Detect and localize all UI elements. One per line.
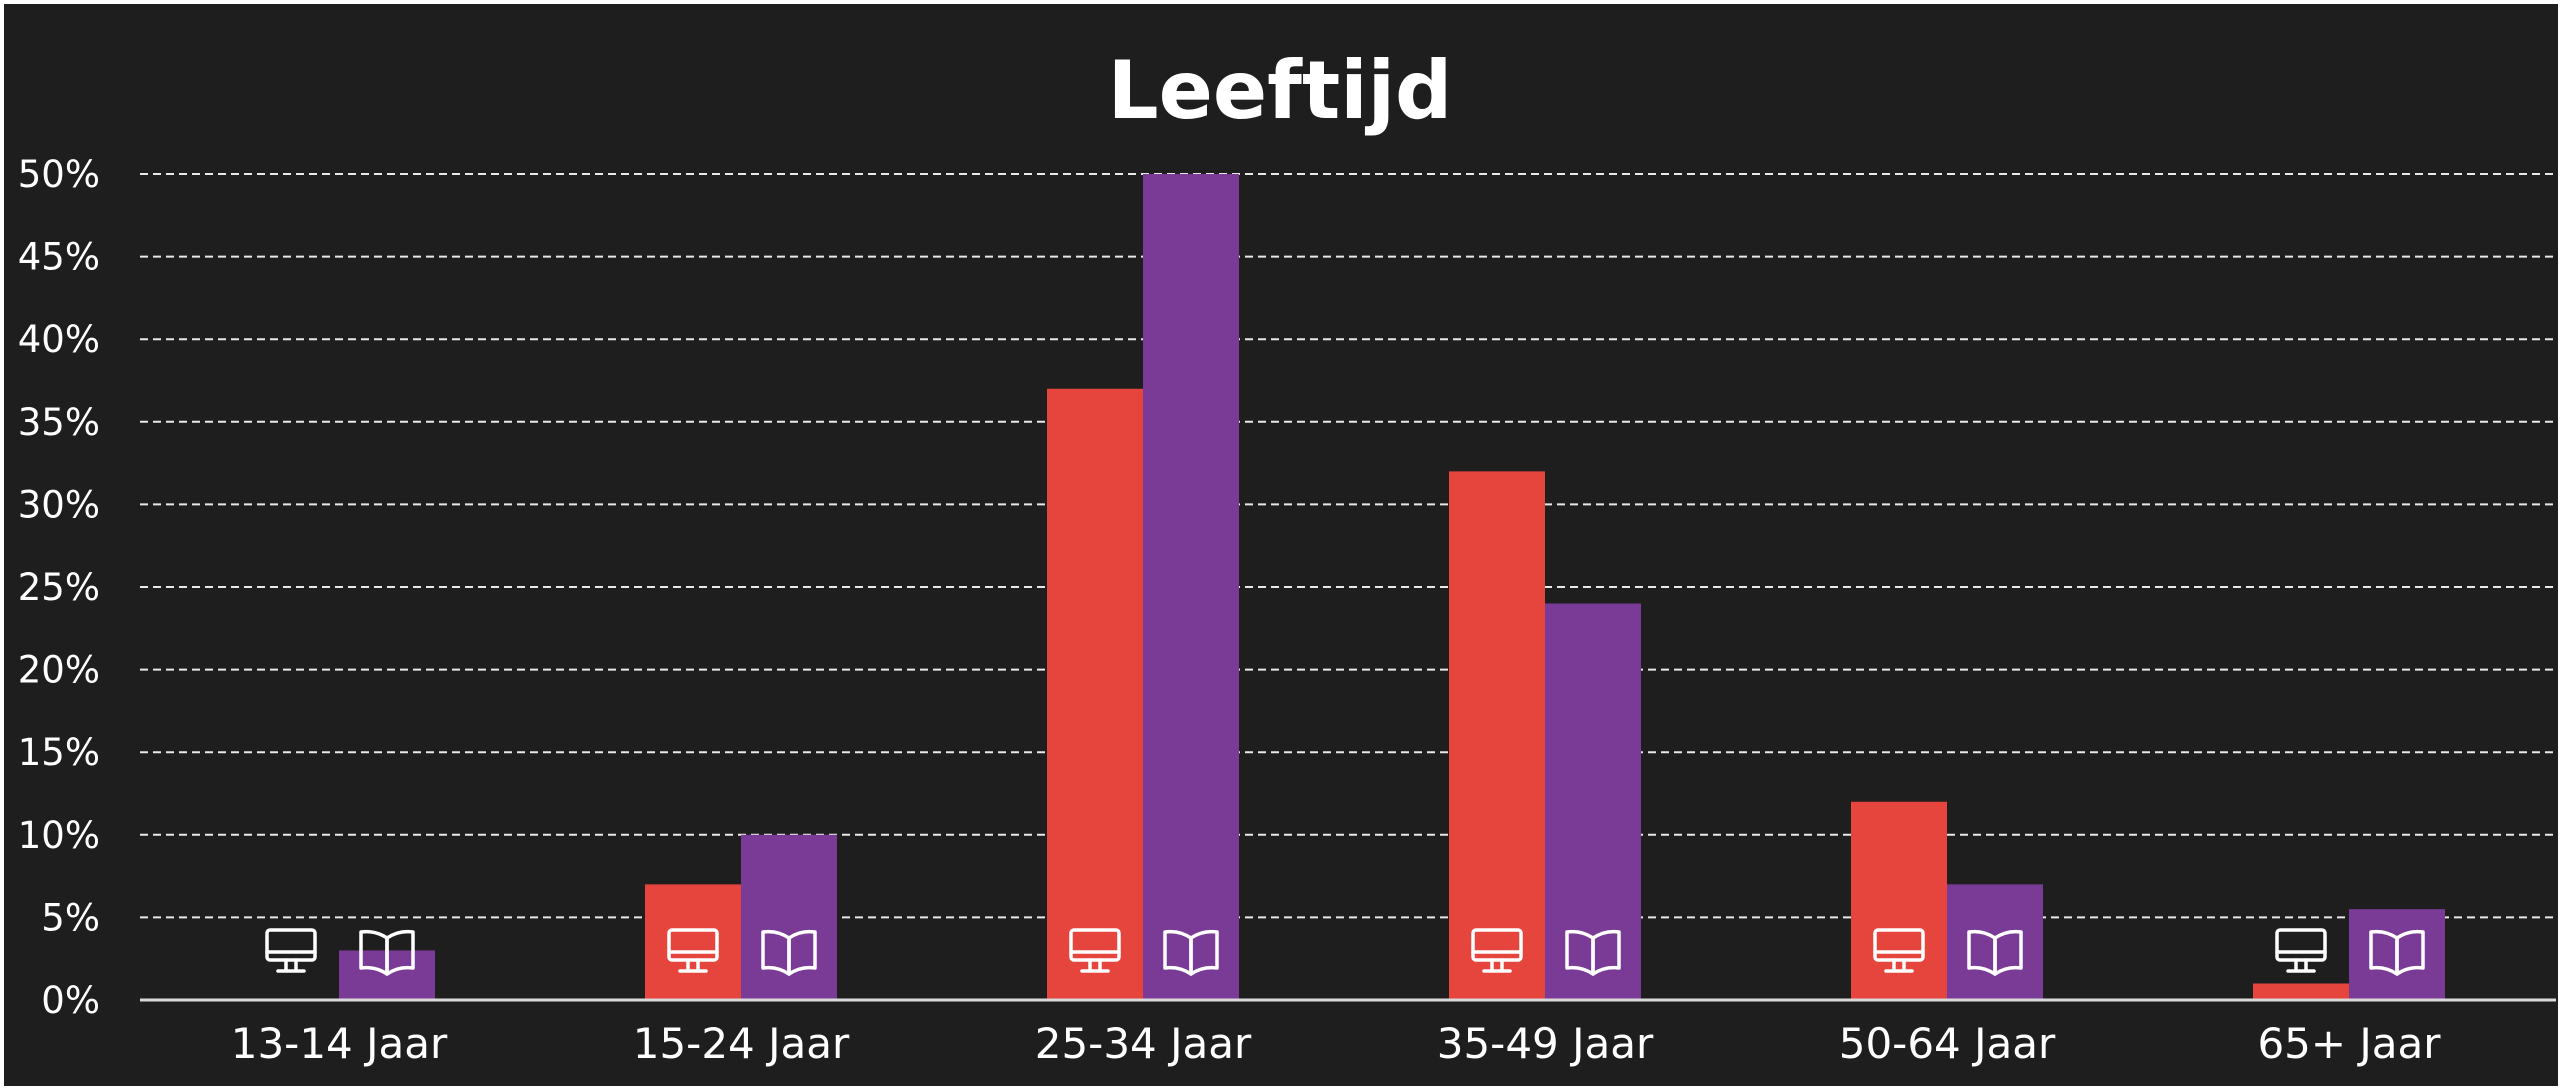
book-left-page	[1967, 929, 1997, 976]
book-right-page	[787, 929, 817, 976]
y-tick-label: 20%	[18, 649, 100, 692]
book-left-page	[359, 929, 389, 976]
bar-series-1	[1449, 471, 1545, 1000]
chart-title: Leeftijd	[1108, 44, 1453, 137]
book-left-page	[2369, 929, 2399, 976]
x-tick-label: 50-64 Jaar	[1839, 1019, 2056, 1068]
book-left-page	[1163, 929, 1193, 976]
book-icon	[359, 929, 415, 976]
monitor-screen	[1471, 928, 1523, 962]
book-right-page	[1993, 929, 2023, 976]
y-tick-label: 10%	[18, 814, 100, 857]
monitor-screen	[1873, 928, 1925, 962]
y-tick-label: 5%	[41, 896, 100, 939]
x-tick-label: 13-14 Jaar	[231, 1019, 448, 1068]
y-axis-ticks: 0% 5% 10% 15% 20% 25% 30% 35% 40% 45% 50%	[18, 153, 100, 1022]
book-icon	[1163, 929, 1219, 976]
monitor-icon	[667, 928, 719, 973]
book-right-page	[1591, 929, 1621, 976]
monitor-icon	[2275, 928, 2327, 973]
book-icon	[2369, 929, 2425, 976]
monitor-screen	[667, 928, 719, 962]
x-tick-label: 15-24 Jaar	[633, 1019, 850, 1068]
book-right-page	[385, 929, 415, 976]
bar-series-2	[1143, 174, 1239, 1000]
monitor-screen	[2275, 928, 2327, 962]
y-tick-label: 35%	[18, 401, 100, 444]
y-tick-label: 45%	[18, 236, 100, 279]
bar-series-1	[2253, 983, 2349, 1000]
book-icon	[1565, 929, 1621, 976]
y-tick-label: 0%	[41, 979, 100, 1022]
chart-background	[4, 4, 2558, 1086]
book-icon	[761, 929, 817, 976]
y-tick-label: 15%	[18, 731, 100, 774]
y-tick-label: 25%	[18, 566, 100, 609]
x-tick-label: 65+ Jaar	[2257, 1019, 2441, 1068]
monitor-screen	[1069, 928, 1121, 962]
monitor-screen	[265, 928, 317, 962]
y-tick-label: 30%	[18, 483, 100, 526]
monitor-icon	[265, 928, 317, 973]
y-tick-label: 40%	[18, 318, 100, 361]
monitor-icon	[1873, 928, 1925, 973]
bar-series-1	[645, 884, 741, 1000]
bars	[339, 174, 2445, 1000]
monitor-icon	[1069, 928, 1121, 973]
bar-series-2	[1545, 603, 1641, 1000]
y-tick-label: 50%	[18, 153, 100, 196]
book-left-page	[1565, 929, 1595, 976]
monitor-icon	[1471, 928, 1523, 973]
bar-series-1	[1851, 801, 1947, 1000]
x-tick-label: 25-34 Jaar	[1035, 1019, 1252, 1068]
book-left-page	[761, 929, 791, 976]
book-right-page	[1189, 929, 1219, 976]
x-axis-ticks: 13-14 Jaar 15-24 Jaar 25-34 Jaar 35-49 Jaar…	[231, 1019, 2442, 1068]
book-icon	[1967, 929, 2023, 976]
bar-series-1	[1047, 388, 1143, 1000]
series-icons	[265, 928, 2425, 976]
book-right-page	[2395, 929, 2425, 976]
x-tick-label: 35-49 Jaar	[1437, 1019, 1654, 1068]
